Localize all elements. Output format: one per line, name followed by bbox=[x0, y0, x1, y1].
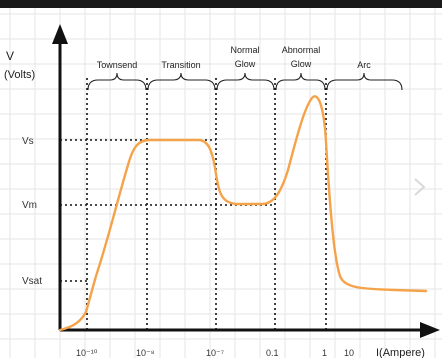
region-label-transition: Transition bbox=[161, 60, 200, 70]
x-tick-label: 10⁻⁷ bbox=[206, 348, 224, 358]
region-label-arc: Arc bbox=[357, 60, 371, 70]
y-axis-unit: (Volts) bbox=[4, 69, 35, 81]
x-tick-label: 10 bbox=[344, 348, 354, 358]
y-tick-label-vm: Vm bbox=[22, 200, 37, 211]
y-tick-label-vsat: Vsat bbox=[22, 276, 42, 287]
x-tick-label: 10⁻⁸ bbox=[136, 348, 155, 358]
x-axis-label: I(Ampere) bbox=[376, 347, 425, 358]
region-brace-townsend bbox=[87, 72, 147, 91]
y-axis-label: V bbox=[6, 49, 14, 63]
region-label-normal-glow: Normal Glow bbox=[230, 45, 259, 69]
region-brace-normal-glow bbox=[216, 72, 275, 91]
region-brace-arc bbox=[326, 72, 403, 91]
y-axis-arrow bbox=[52, 24, 68, 44]
region-brace-abnormal-glow bbox=[275, 72, 326, 91]
discharge-curve bbox=[58, 95, 428, 332]
x-tick-label: 1 bbox=[322, 348, 327, 358]
x-tick-label: 0.1 bbox=[266, 348, 279, 358]
region-label-abnormal-glow: Abnormal Glow bbox=[282, 45, 321, 69]
chevron-right-icon[interactable] bbox=[408, 176, 430, 198]
y-tick-label-vs: Vs bbox=[22, 136, 34, 147]
region-label-townsend: Townsend bbox=[97, 60, 138, 70]
region-brace-transition bbox=[147, 72, 216, 91]
top-bar bbox=[0, 0, 442, 8]
x-axis-arrow bbox=[420, 322, 440, 338]
x-tick-label: 10⁻¹⁰ bbox=[76, 348, 98, 358]
